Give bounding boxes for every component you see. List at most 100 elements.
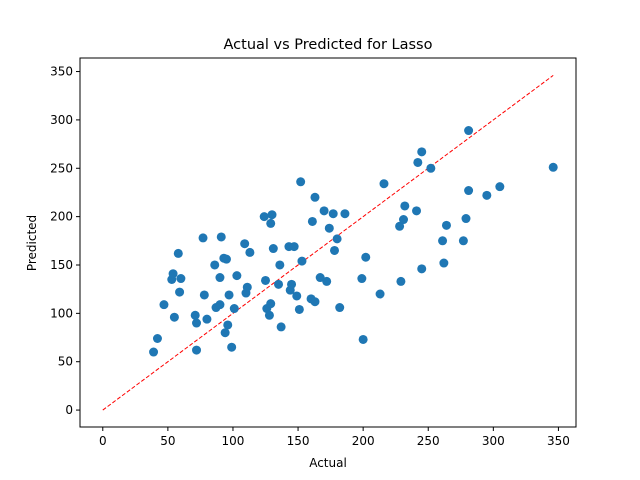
data-point — [319, 206, 329, 216]
data-point — [412, 206, 422, 216]
data-point — [358, 334, 368, 344]
data-point — [259, 212, 269, 222]
x-tick-label: 200 — [352, 434, 375, 448]
data-point — [294, 304, 304, 314]
data-point — [274, 279, 284, 289]
data-point — [426, 163, 436, 173]
data-point — [275, 260, 285, 270]
data-point — [396, 276, 406, 286]
data-point — [548, 162, 558, 172]
x-tick-label: 50 — [160, 434, 175, 448]
data-point — [176, 274, 186, 284]
data-point — [413, 157, 423, 167]
data-point — [328, 209, 338, 219]
data-point — [276, 322, 286, 332]
data-point — [159, 300, 169, 310]
data-point — [464, 186, 474, 196]
x-axis-title: Actual — [309, 456, 347, 470]
data-point — [202, 314, 212, 324]
y-tick-label: 250 — [50, 161, 73, 175]
x-tick-label: 150 — [287, 434, 310, 448]
data-point — [232, 271, 242, 281]
x-tick-label: 350 — [547, 434, 570, 448]
data-point — [458, 236, 468, 246]
data-points — [149, 126, 558, 357]
data-point — [310, 297, 320, 307]
y-tick-label: 100 — [50, 306, 73, 320]
data-point — [315, 273, 325, 283]
data-point — [335, 303, 345, 313]
x-tick-label: 300 — [482, 434, 505, 448]
data-point — [461, 214, 471, 224]
data-point — [287, 279, 297, 289]
data-point — [192, 318, 202, 328]
data-point — [169, 312, 179, 322]
x-axis: 0 50 100 150 200 250 300 350 — [99, 427, 570, 448]
data-point — [357, 274, 367, 284]
data-point — [361, 252, 371, 262]
data-point — [482, 190, 492, 200]
data-point — [242, 282, 252, 292]
data-point — [223, 320, 233, 330]
data-point — [395, 221, 405, 231]
y-tick-label: 150 — [50, 258, 73, 272]
data-point — [379, 179, 389, 189]
data-point — [240, 239, 250, 249]
data-point — [227, 342, 237, 352]
data-point — [216, 232, 226, 242]
data-point — [266, 299, 276, 309]
data-point — [210, 260, 220, 270]
y-tick-label: 200 — [50, 210, 73, 224]
data-point — [296, 177, 306, 187]
plot-frame — [79, 57, 577, 428]
data-point — [332, 234, 342, 244]
data-point — [417, 264, 427, 274]
data-point — [289, 242, 299, 252]
data-point — [245, 247, 255, 257]
data-point — [267, 210, 277, 220]
data-point — [330, 245, 340, 255]
y-tick-label: 300 — [50, 113, 73, 127]
y-axis-title: Predicted — [25, 215, 39, 271]
y-tick-label: 0 — [65, 403, 73, 417]
data-point — [268, 244, 278, 254]
data-point — [224, 290, 234, 300]
data-point — [152, 333, 162, 343]
x-tick-label: 250 — [417, 434, 440, 448]
data-point — [221, 254, 231, 264]
data-point — [266, 218, 276, 228]
x-tick-label: 0 — [99, 434, 107, 448]
data-point — [399, 215, 409, 225]
data-point — [439, 258, 449, 268]
data-point — [438, 236, 448, 246]
data-point — [190, 310, 200, 320]
data-point — [229, 304, 239, 314]
data-point — [307, 216, 317, 226]
data-point — [261, 275, 271, 285]
data-point — [149, 347, 159, 357]
data-point — [192, 345, 202, 355]
data-point — [375, 289, 385, 299]
data-point — [441, 220, 451, 230]
x-tick-label: 100 — [222, 434, 245, 448]
chart-title: Actual vs Predicted for Lasso — [224, 37, 433, 53]
data-point — [198, 233, 208, 243]
data-point — [215, 300, 225, 310]
data-point — [464, 126, 474, 136]
data-point — [215, 273, 225, 283]
data-point — [322, 276, 332, 286]
data-point — [324, 223, 334, 233]
data-point — [340, 209, 350, 219]
data-point — [292, 291, 302, 301]
plot-area — [79, 57, 577, 428]
y-axis: 0 50 100 150 200 250 300 350 — [50, 65, 80, 417]
data-point — [199, 290, 209, 300]
reference-line — [102, 75, 554, 411]
data-point — [173, 248, 183, 258]
data-point — [175, 287, 185, 297]
y-tick-label: 50 — [58, 355, 73, 369]
data-point — [264, 310, 274, 320]
data-point — [310, 192, 320, 202]
